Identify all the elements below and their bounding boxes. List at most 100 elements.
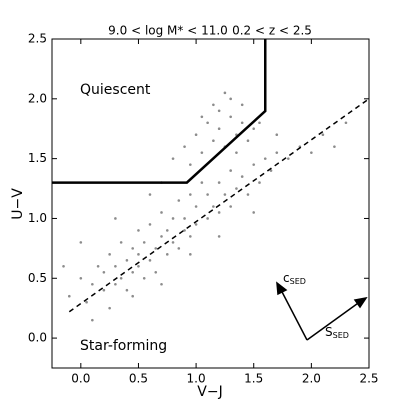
point [67, 294, 71, 298]
point [275, 133, 279, 137]
x-tick-label: 2.0 [302, 372, 321, 386]
arrow-label: SSED [325, 325, 349, 340]
point [217, 127, 221, 131]
arrows [276, 281, 368, 341]
point [131, 270, 134, 274]
point [137, 265, 140, 268]
arrow-label-sub: SED [333, 331, 349, 340]
region-label: Quiescent [80, 82, 151, 98]
point [287, 157, 290, 160]
plot-frame [51, 38, 370, 369]
point [102, 270, 106, 274]
point [246, 193, 250, 196]
y-tick-label: 1.5 [28, 151, 47, 165]
arrow-label-sub: SED [290, 277, 306, 286]
x-axis-label: V−J [197, 384, 222, 400]
point [62, 265, 65, 268]
point [321, 133, 325, 137]
point [235, 187, 238, 190]
point [91, 282, 94, 286]
point [223, 193, 227, 196]
point [194, 223, 198, 226]
point [212, 103, 215, 107]
point [160, 282, 163, 286]
point [223, 91, 227, 95]
point [200, 151, 204, 154]
point [258, 181, 261, 184]
point [165, 253, 169, 256]
point [240, 103, 244, 107]
chart-subtitle: 0.2 < z < 2.5 [232, 24, 312, 38]
point [160, 211, 163, 214]
x-tick-label: 1.5 [244, 372, 263, 386]
point [344, 121, 348, 125]
point [114, 217, 117, 220]
y-tick-label: 1.0 [28, 211, 47, 225]
point [108, 253, 111, 256]
point [79, 241, 83, 244]
point [235, 151, 238, 154]
point [217, 181, 221, 184]
point [229, 169, 232, 172]
point [171, 241, 175, 244]
point [148, 223, 152, 226]
point [189, 253, 192, 256]
point [171, 157, 175, 160]
point [310, 151, 313, 154]
point [102, 288, 106, 292]
point [114, 282, 117, 286]
point [229, 97, 232, 101]
point [125, 288, 129, 292]
arrowhead [353, 296, 368, 309]
point [246, 139, 250, 142]
point [183, 229, 186, 232]
point [108, 306, 111, 310]
point [206, 121, 209, 125]
point [275, 151, 279, 154]
point [240, 175, 244, 178]
point [269, 169, 273, 172]
point [263, 157, 267, 160]
arrow [306, 300, 362, 341]
point [206, 193, 209, 196]
arrowhead [276, 281, 288, 296]
point [212, 139, 215, 142]
arrow-label-main: c [283, 271, 290, 285]
y-tick-label: 0.0 [28, 331, 47, 345]
point [217, 211, 221, 214]
point [154, 270, 158, 274]
point [177, 199, 181, 202]
x-tick-label: 1.0 [187, 372, 206, 386]
point [125, 259, 129, 262]
arrow [279, 287, 308, 341]
point [229, 115, 232, 119]
plot-area [52, 39, 370, 322]
point [154, 247, 158, 250]
point [200, 181, 204, 184]
point [114, 265, 117, 268]
point [85, 300, 88, 304]
point [119, 276, 123, 280]
point [194, 205, 198, 208]
point [229, 205, 232, 208]
arrow-label: cSED [283, 271, 306, 286]
point [200, 115, 204, 119]
point [177, 247, 181, 250]
chart-title: 9.0 < log M* < 11.0 [108, 24, 228, 38]
point [119, 241, 123, 244]
x-tick-label: 0.0 [71, 372, 90, 386]
region-label: Star-forming [80, 338, 167, 354]
point [131, 247, 134, 250]
point [212, 205, 215, 208]
boundary-line [52, 39, 267, 184]
point [217, 109, 221, 113]
y-tick-label: 2.5 [28, 32, 47, 46]
point [189, 235, 192, 238]
point [137, 253, 140, 256]
y-tick-label: 2.0 [28, 91, 47, 105]
point [206, 217, 209, 220]
y-tick-label: 0.5 [28, 271, 47, 285]
y-axis-label: U−V [10, 188, 26, 220]
point [142, 276, 146, 280]
